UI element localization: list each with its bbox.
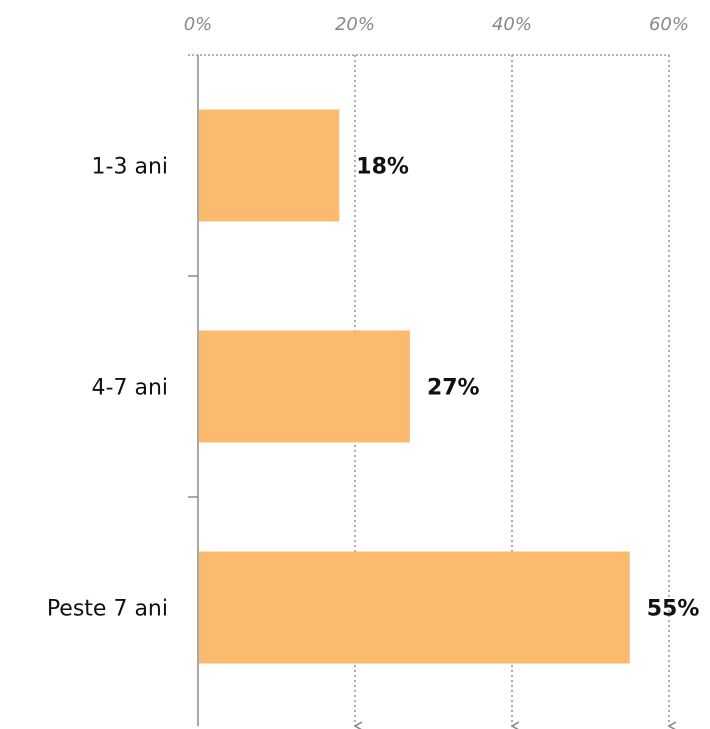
data-label: 27% [427,376,480,401]
x-tick-label: 60% [649,14,689,35]
bars [199,109,630,664]
x-tick-label: 20% [335,14,375,35]
bar [199,109,340,222]
labels: 0% 20% 40% 60% 1-3 ani 18% 4-7 ani 27% Peste 7 a… [47,14,700,622]
x-tick-label: 0% [184,14,213,35]
x-tick-label: 40% [492,14,532,35]
category-label: 4-7 ani [92,376,168,401]
category-label: Peste 7 ani [47,597,168,622]
axes [188,54,669,726]
bar [199,551,630,664]
data-label: 55% [647,597,700,622]
data-label: 18% [356,155,409,180]
category-label: 1-3 ani [92,155,168,180]
bar [199,330,410,443]
